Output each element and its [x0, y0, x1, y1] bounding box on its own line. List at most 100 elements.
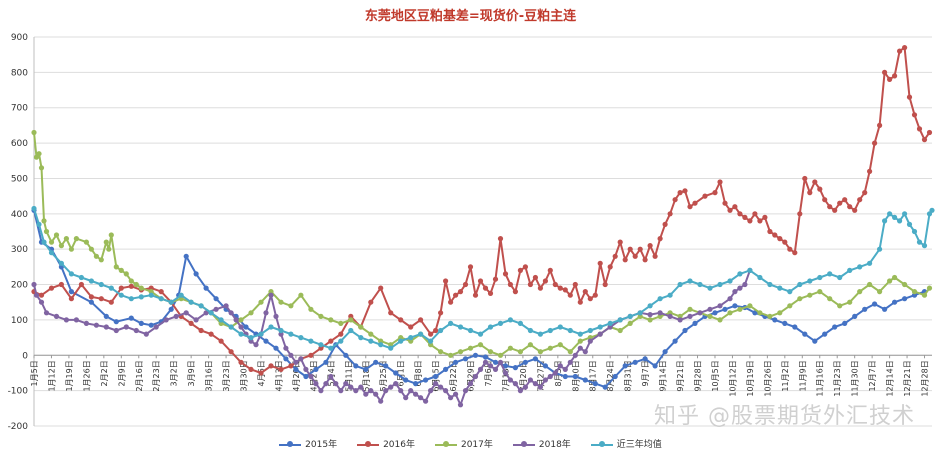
legend: 2015年 2016年 2017年 2018年 近三年均值 [0, 437, 941, 450]
data-point [697, 281, 703, 288]
data-point [41, 239, 47, 245]
data-point [413, 381, 419, 387]
data-point [293, 359, 299, 365]
data-point [448, 395, 454, 401]
data-point [36, 221, 42, 227]
data-point [36, 151, 42, 157]
data-point [817, 274, 823, 281]
data-point [911, 289, 918, 295]
data-point [747, 303, 753, 309]
y-tick-label: 700 [11, 104, 28, 114]
data-point [787, 289, 793, 295]
data-point [572, 373, 578, 380]
data-point [482, 354, 489, 360]
data-point [288, 303, 294, 309]
data-point [777, 310, 783, 316]
legend-swatch [357, 440, 380, 447]
y-tick-label: 400 [11, 210, 28, 220]
data-point [68, 246, 74, 252]
data-point [378, 342, 384, 348]
data-point [283, 356, 289, 362]
data-point [807, 292, 813, 298]
data-point [737, 271, 743, 277]
data-point [378, 285, 384, 291]
data-point [882, 218, 888, 224]
x-tick-label: 2月23日 [152, 360, 161, 391]
legend-item: 2018年 [512, 437, 571, 450]
data-point [832, 207, 838, 213]
data-point [911, 292, 918, 298]
data-point [597, 260, 603, 266]
data-point [812, 179, 818, 185]
data-point [687, 278, 693, 284]
data-point [423, 377, 429, 383]
x-tick-label: 7月27日 [536, 360, 545, 391]
data-point [103, 313, 109, 319]
data-point [892, 299, 898, 305]
data-point [88, 246, 94, 252]
x-tick-label: 7月6日 [484, 360, 493, 386]
data-point [93, 322, 99, 328]
data-point [288, 331, 294, 337]
data-point [278, 366, 284, 372]
x-tick-label: 7月13日 [501, 360, 510, 391]
data-point [113, 264, 119, 270]
data-point [143, 331, 149, 337]
data-point [542, 377, 549, 383]
data-point [902, 296, 908, 302]
data-point [138, 285, 144, 291]
data-point [797, 211, 803, 217]
data-point [532, 274, 539, 281]
data-point [857, 289, 863, 295]
data-point [358, 335, 364, 341]
data-point [223, 303, 229, 309]
data-point [597, 324, 603, 330]
data-point [647, 303, 653, 309]
data-point [572, 281, 578, 288]
data-point [737, 211, 743, 217]
data-point [193, 271, 199, 277]
data-point [847, 204, 853, 210]
data-point [288, 352, 294, 358]
data-point [368, 338, 374, 344]
data-point [263, 338, 269, 344]
data-point [238, 331, 244, 337]
data-point [103, 239, 109, 245]
data-point [173, 313, 179, 319]
data-point [318, 313, 324, 319]
data-point [48, 239, 55, 245]
data-point [128, 315, 134, 321]
data-point [168, 306, 174, 312]
data-point [652, 363, 658, 369]
data-point [113, 327, 119, 334]
data-point [283, 345, 289, 351]
data-point [677, 281, 683, 288]
data-point [517, 320, 524, 326]
data-point [847, 267, 853, 273]
data-point [577, 338, 583, 344]
data-point [527, 281, 534, 288]
data-point [93, 253, 99, 259]
data-point [692, 320, 698, 326]
data-point [218, 317, 224, 323]
data-point [637, 246, 643, 252]
data-point [467, 381, 474, 387]
y-tick-label: 0 [22, 351, 28, 361]
data-point [453, 292, 459, 298]
data-point [338, 338, 344, 344]
data-point [268, 292, 274, 298]
data-point [128, 296, 134, 302]
data-point [897, 48, 903, 54]
data-point [757, 310, 763, 316]
data-point [303, 373, 309, 380]
data-point [462, 281, 469, 288]
data-point [228, 324, 234, 330]
data-point [138, 294, 144, 300]
legend-item: 近三年均值 [590, 437, 662, 450]
data-point [877, 122, 883, 128]
data-point [153, 324, 159, 330]
data-point [722, 200, 728, 206]
data-point [273, 345, 279, 351]
data-point [682, 327, 688, 334]
data-point [348, 327, 354, 334]
